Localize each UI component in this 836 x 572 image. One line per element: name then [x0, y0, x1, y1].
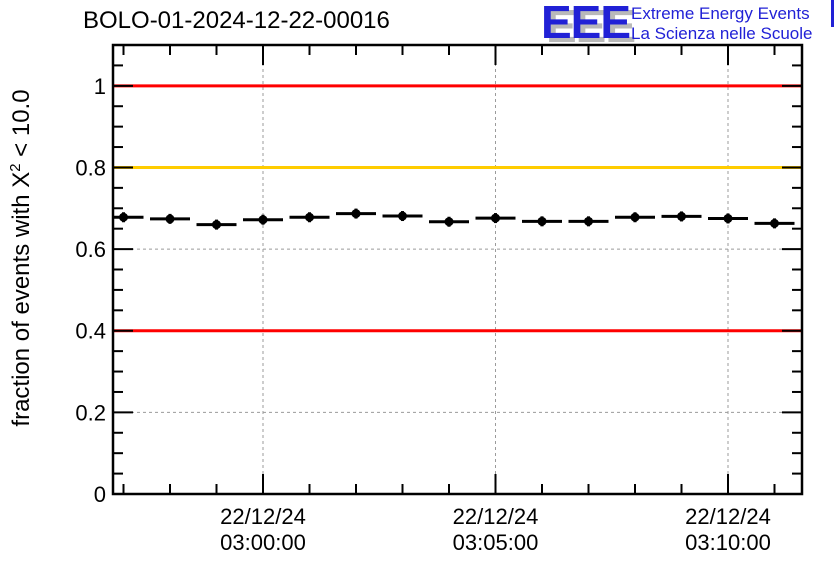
plot-frame	[111, 43, 804, 496]
x-axis-tick-label-time: 03:10:00	[685, 530, 771, 555]
data-point-marker	[723, 213, 733, 223]
data-point-marker	[258, 215, 268, 225]
data-point-marker	[398, 211, 407, 221]
y-axis-tick-label: 0.8	[75, 155, 106, 180]
data-point-marker	[491, 213, 500, 223]
data-point-marker	[584, 216, 593, 226]
eee-logo: EEE	[541, 0, 631, 48]
eee-logo-line1: Extreme Energy Events	[631, 4, 810, 23]
data-point-marker	[212, 220, 221, 230]
x-axis-tick-label-time: 03:00:00	[220, 530, 306, 555]
data-point-marker	[305, 212, 314, 222]
y-axis-tick-label: 1	[94, 74, 106, 99]
data-point-marker	[770, 218, 779, 228]
x-axis-tick-label-date: 22/12/24	[220, 504, 306, 529]
x-axis-tick-label-date: 22/12/24	[685, 504, 771, 529]
data-point-marker	[444, 217, 454, 227]
eee-logo-line2: La Scienza nelle Scuole	[631, 24, 813, 43]
y-axis-tick-label: 0.4	[75, 319, 106, 344]
data-point-marker	[677, 211, 686, 221]
data-point-marker	[537, 216, 547, 226]
y-axis-tick-label: 0.2	[75, 400, 106, 425]
data-point-marker	[351, 209, 361, 219]
data-point-marker	[630, 212, 640, 222]
data-point-marker	[119, 212, 128, 222]
x-axis-tick-label-time: 03:05:00	[453, 530, 539, 555]
data-point-marker	[165, 214, 175, 224]
eee-logo-edge-line	[831, 0, 834, 27]
y-axis-tick-label: 0	[94, 482, 106, 507]
eee-logo-text: Extreme Energy Events La Scienza nelle S…	[631, 4, 812, 44]
x-axis-tick-label-date: 22/12/24	[453, 504, 539, 529]
y-axis-tick-label: 0.6	[75, 237, 106, 262]
plot-title: BOLO-01-2024-12-22-00016	[83, 7, 390, 34]
